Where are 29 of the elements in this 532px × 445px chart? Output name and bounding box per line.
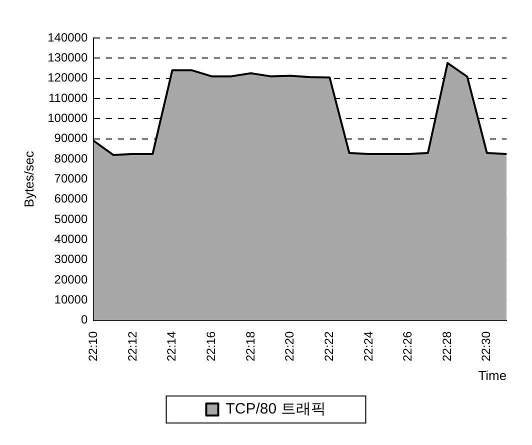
x-axis-title: Time	[478, 368, 507, 383]
y-tick-label: 60000	[54, 192, 88, 206]
x-tick-label: 22:22	[322, 331, 336, 362]
y-tick-label: 70000	[54, 172, 88, 186]
x-tick-label: 22:18	[243, 331, 258, 362]
x-tick-label: 22:16	[204, 331, 218, 362]
x-tick-label: 22:24	[361, 331, 376, 362]
y-tick-label: 20000	[54, 272, 88, 286]
y-tick-label: 80000	[54, 151, 88, 166]
y-tick-label: 30000	[54, 252, 88, 266]
legend-label: TCP/80 트래픽	[226, 400, 326, 418]
x-tick-label: 22:26	[400, 331, 415, 362]
y-tick-label: 120000	[48, 70, 88, 85]
y-tick-label: 90000	[54, 131, 88, 146]
y-tick-label: 40000	[54, 232, 88, 246]
x-tick-label: 22:12	[125, 331, 140, 362]
y-axis-title: Bytes/sec	[21, 150, 36, 208]
y-tick-label: 10000	[54, 292, 88, 307]
x-tick-label: 22:28	[440, 331, 454, 362]
x-tick-label: 22:10	[86, 331, 100, 362]
x-tick-label: 22:30	[479, 331, 494, 362]
y-tick-label: 110000	[48, 90, 88, 105]
x-tick-label: 22:14	[164, 331, 179, 362]
y-tick-label: 50000	[54, 212, 88, 226]
x-tick-label: 22:20	[282, 331, 297, 362]
y-tick-label: 140000	[48, 30, 88, 44]
y-tick-label: 100000	[48, 110, 88, 125]
y-tick-label: 130000	[48, 50, 88, 64]
y-tick-label: 0	[80, 312, 88, 327]
